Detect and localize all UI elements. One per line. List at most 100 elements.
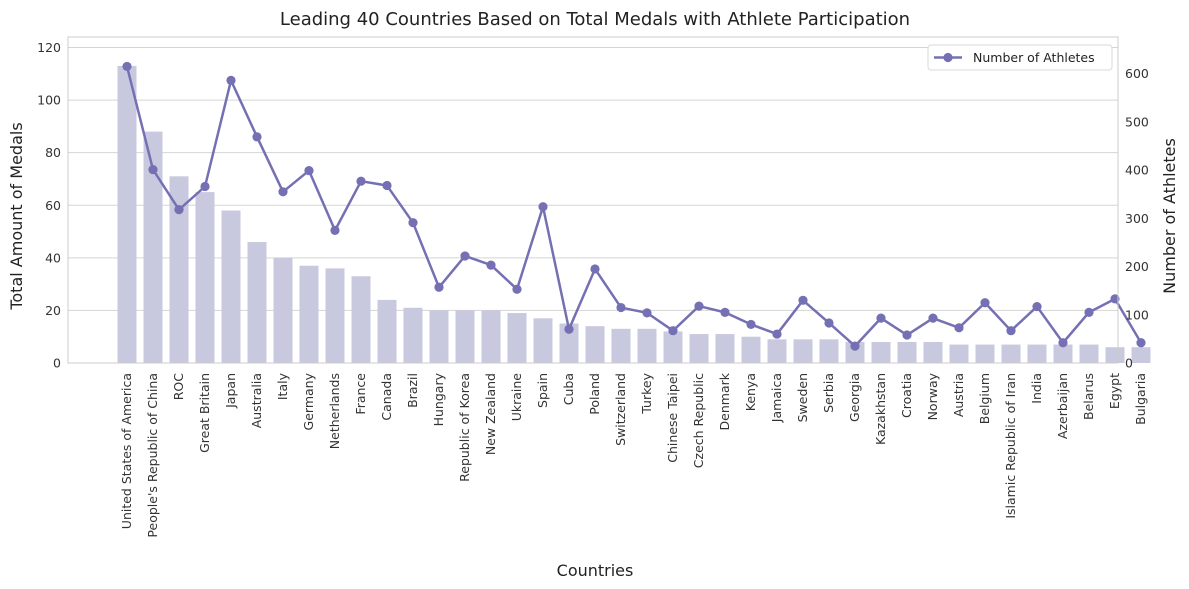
medal-bar — [715, 334, 735, 363]
y2-axis-title: Number of Athletes — [1160, 138, 1179, 294]
medal-bar — [351, 276, 371, 363]
medal-bar — [195, 192, 215, 363]
medal-bar — [169, 176, 189, 363]
athlete-point — [980, 298, 990, 308]
y2-tick-label: 100 — [1125, 307, 1149, 322]
medal-bar — [1001, 344, 1021, 363]
x-tick-label: Turkey — [639, 372, 654, 414]
medal-bar — [819, 339, 839, 363]
athlete-point — [1058, 338, 1068, 348]
y2-tick-label: 0 — [1125, 356, 1133, 371]
y-tick-label: 20 — [45, 303, 61, 318]
y2-tick-label: 600 — [1125, 66, 1149, 81]
x-tick-label: Hungary — [431, 372, 446, 426]
medal-bar — [507, 313, 527, 363]
x-tick-label: Croatia — [899, 373, 914, 418]
x-tick-label: Austria — [951, 373, 966, 417]
athlete-line-series — [122, 61, 1146, 351]
x-tick-label: Islamic Republic of Iran — [1003, 373, 1018, 519]
athlete-point — [902, 330, 912, 340]
x-tick-label: Italy — [275, 372, 290, 400]
medal-bar — [793, 339, 813, 363]
medal-bar — [1027, 344, 1047, 363]
x-tick-label: People's Republic of China — [145, 373, 160, 538]
medal-bar — [637, 328, 657, 363]
y2-tick-label: 200 — [1125, 259, 1149, 274]
athlete-point — [564, 324, 574, 334]
x-tick-label: Georgia — [847, 373, 862, 422]
x-tick-label: Jamaica — [769, 373, 784, 423]
legend-label: Number of Athletes — [973, 50, 1095, 65]
grid-lines — [68, 47, 1118, 364]
medal-bar — [741, 336, 761, 363]
x-tick-label: Ukraine — [509, 373, 524, 422]
athlete-point — [746, 319, 756, 330]
athlete-point — [460, 251, 470, 261]
athlete-point — [1136, 338, 1146, 348]
y2-tick-label: 400 — [1125, 163, 1149, 178]
x-tick-label: Germany — [301, 372, 316, 430]
athlete-point — [694, 301, 704, 311]
athlete-point — [772, 329, 782, 339]
medal-bar — [923, 341, 943, 363]
athlete-point — [304, 165, 314, 176]
medal-bar — [533, 318, 553, 363]
legend-box — [927, 44, 1113, 71]
athlete-point — [434, 282, 444, 292]
medal-bar — [689, 334, 709, 363]
athlete-point — [252, 132, 262, 142]
medal-bar — [1131, 347, 1151, 363]
x-tick-label: Czech Republic — [691, 373, 706, 468]
x-tick-label: Kazakhstan — [873, 373, 888, 445]
x-tick-label: Norway — [925, 372, 940, 420]
athlete-point — [226, 75, 236, 86]
athlete-point — [486, 260, 496, 270]
x-tick-label: Poland — [587, 373, 602, 415]
athlete-point — [1110, 294, 1120, 304]
x-tick-label: India — [1029, 373, 1044, 404]
x-tick-label: Belarus — [1081, 373, 1096, 420]
medal-bar — [949, 344, 969, 363]
athlete-point — [616, 302, 626, 313]
athlete-point — [798, 295, 808, 305]
x-tick-label: Netherlands — [327, 373, 342, 449]
medal-bar — [143, 131, 163, 363]
medal-bar — [325, 268, 345, 363]
axes-frame — [67, 36, 1119, 364]
x-tick-label: Kenya — [743, 373, 758, 411]
y-tick-label: 0 — [53, 356, 61, 371]
legend-marker-swatch — [943, 52, 953, 63]
x-tick-label: Serbia — [821, 373, 836, 413]
athlete-point — [1084, 307, 1094, 317]
athlete-point — [1032, 301, 1042, 312]
x-tick-label: Spain — [535, 373, 550, 408]
athlete-point — [590, 264, 600, 274]
medal-bar — [975, 344, 995, 363]
legend: Number of Athletes — [927, 44, 1113, 71]
x-tick-label: Azerbaijan — [1055, 373, 1070, 439]
medal-bar — [845, 341, 865, 363]
x-tick-label: ROC — [171, 373, 186, 401]
medal-bar — [117, 65, 137, 363]
medal-bar — [1105, 347, 1125, 363]
medal-bar — [559, 323, 579, 363]
y2-tick-label: 500 — [1125, 114, 1149, 129]
bar-series — [117, 65, 1151, 363]
athlete-point — [668, 326, 678, 336]
athlete-point — [720, 307, 730, 317]
x-tick-label: Sweden — [795, 373, 810, 422]
athlete-line — [125, 66, 1143, 348]
x-tick-label: New Zealand — [483, 373, 498, 455]
x-tick-label: France — [353, 373, 368, 415]
x-tick-label: Brazil — [405, 373, 420, 408]
x-tick-label: Denmark — [717, 372, 732, 430]
x-tick-label: Australia — [249, 373, 264, 428]
athlete-point — [408, 218, 418, 228]
medal-bar — [1053, 344, 1073, 363]
athlete-point — [876, 313, 886, 323]
y-tick-label: 120 — [37, 40, 61, 55]
y-tick-label: 100 — [37, 93, 61, 108]
athlete-point — [356, 176, 366, 186]
medal-bar — [221, 210, 241, 363]
